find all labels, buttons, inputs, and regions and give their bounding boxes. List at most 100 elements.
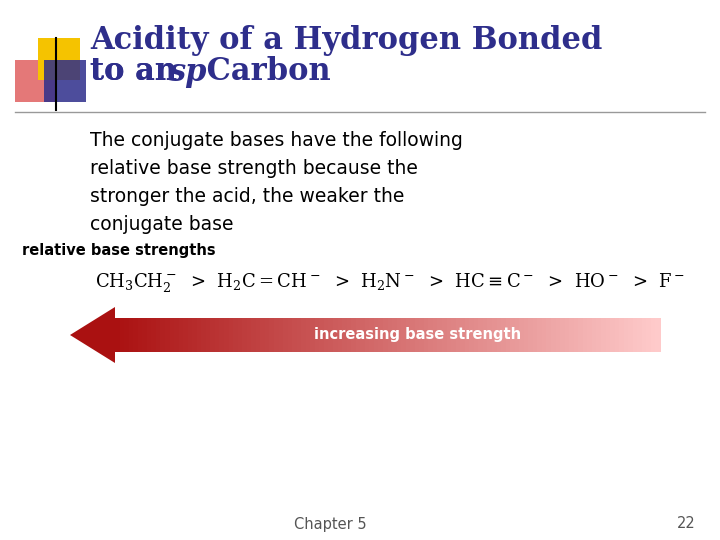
Bar [38, 38, 80, 80]
Bar [360, 318, 365, 352]
Bar [161, 318, 166, 352]
Bar [143, 318, 148, 352]
Bar [151, 318, 156, 352]
Text: Carbon: Carbon [196, 57, 330, 87]
Bar [401, 318, 406, 352]
Bar [274, 318, 279, 352]
Bar [619, 318, 624, 352]
Bar [392, 318, 397, 352]
Bar [346, 318, 351, 352]
Bar [269, 318, 274, 352]
Bar [478, 318, 483, 352]
Bar [120, 318, 125, 352]
Bar [297, 318, 302, 352]
Bar [287, 318, 292, 352]
Bar [202, 318, 207, 352]
Bar [460, 318, 465, 352]
Bar [279, 318, 284, 352]
Bar [624, 318, 629, 352]
Bar [647, 318, 652, 352]
Polygon shape [70, 307, 115, 363]
Bar [379, 318, 384, 352]
Bar [424, 318, 429, 352]
Bar [138, 318, 143, 352]
Bar [601, 318, 606, 352]
Bar [610, 318, 615, 352]
Bar [501, 318, 506, 352]
Bar [464, 318, 469, 352]
Bar [174, 318, 179, 352]
Bar [588, 318, 593, 352]
Text: to an: to an [90, 57, 188, 87]
Bar [315, 318, 320, 352]
Bar [383, 318, 388, 352]
Text: conjugate base: conjugate base [90, 214, 233, 233]
Bar [356, 318, 361, 352]
Bar [582, 318, 588, 352]
Bar [606, 318, 611, 352]
Bar [633, 318, 638, 352]
Bar [165, 318, 170, 352]
Bar [469, 318, 474, 352]
Bar [570, 318, 575, 352]
Bar [228, 318, 233, 352]
Bar [292, 318, 297, 352]
Bar [438, 318, 443, 352]
Bar [183, 318, 188, 352]
Bar [574, 318, 579, 352]
Text: relative base strength because the: relative base strength because the [90, 159, 418, 178]
Bar [483, 318, 488, 352]
Bar [387, 318, 392, 352]
Bar [419, 318, 424, 352]
Bar [560, 318, 565, 352]
Bar [210, 318, 215, 352]
Bar [374, 318, 379, 352]
Bar [442, 318, 447, 352]
Bar [44, 60, 86, 102]
Bar [115, 318, 120, 352]
Bar [642, 318, 647, 352]
Bar [324, 318, 329, 352]
Bar [415, 318, 420, 352]
Bar [365, 318, 370, 352]
Bar [169, 318, 174, 352]
Bar [338, 318, 343, 352]
Bar [15, 60, 57, 102]
Bar [629, 318, 634, 352]
Bar [256, 318, 261, 352]
Bar [542, 318, 547, 352]
Bar [283, 318, 288, 352]
Bar [578, 318, 583, 352]
Bar [265, 318, 270, 352]
Text: $\mathdefault{CH_3CH_2^-}$  >  $\mathdefault{H_2C{=}CH^-}$  >  $\mathdefault{H_2: $\mathdefault{CH_3CH_2^-}$ > $\mathdefau… [95, 271, 685, 294]
Bar [492, 318, 497, 352]
Text: Acidity of a Hydrogen Bonded: Acidity of a Hydrogen Bonded [90, 24, 603, 56]
Bar [456, 318, 461, 352]
Text: relative base strengths: relative base strengths [22, 242, 215, 258]
Bar [551, 318, 556, 352]
Bar [156, 318, 161, 352]
Bar [397, 318, 402, 352]
Text: increasing base strength: increasing base strength [314, 327, 521, 342]
Bar [523, 318, 528, 352]
Bar [537, 318, 542, 352]
Bar [242, 318, 247, 352]
Bar [533, 318, 538, 352]
Bar [651, 318, 656, 352]
Bar [428, 318, 433, 352]
Text: stronger the acid, the weaker the: stronger the acid, the weaker the [90, 186, 405, 206]
Bar [505, 318, 510, 352]
Text: sp: sp [168, 57, 207, 87]
Bar [433, 318, 438, 352]
Bar [369, 318, 374, 352]
Bar [615, 318, 620, 352]
Bar [405, 318, 410, 352]
Bar [188, 318, 193, 352]
Bar [342, 318, 347, 352]
Bar [147, 318, 152, 352]
Bar [451, 318, 456, 352]
Bar [592, 318, 597, 352]
Text: Chapter 5: Chapter 5 [294, 516, 366, 531]
Bar [655, 318, 660, 352]
Text: The conjugate bases have the following: The conjugate bases have the following [90, 131, 463, 150]
